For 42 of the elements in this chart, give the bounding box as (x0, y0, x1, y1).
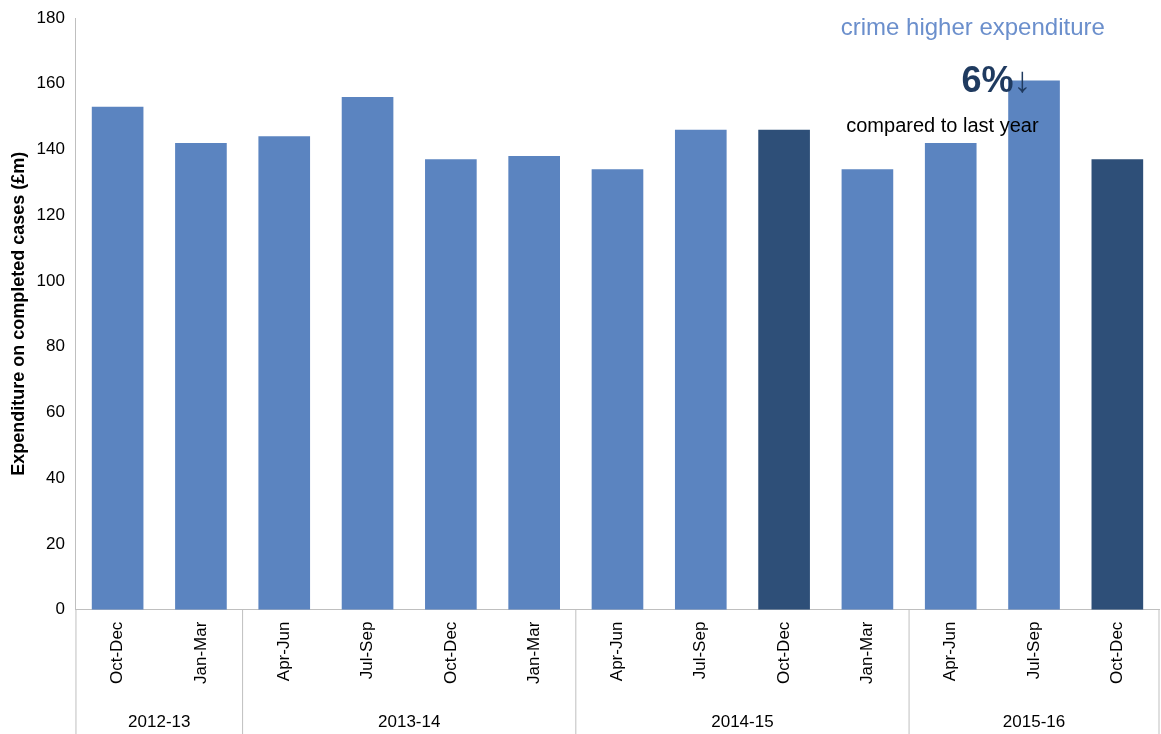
annotation: crime higher expenditure (840, 12, 1105, 40)
y-tick-label: 0 (55, 599, 65, 619)
x-tick-label: Jan-Mar (523, 621, 543, 685)
bar (1091, 159, 1144, 610)
bar (508, 156, 560, 610)
bar (175, 142, 227, 610)
annotation: 6%↓ (961, 58, 1032, 100)
x-tick-label: Jan-Mar (190, 621, 210, 685)
x-tick-label: Jul-Sep (690, 621, 710, 680)
x-tick-label: Oct-Dec (107, 621, 127, 684)
bar (425, 159, 477, 610)
y-tick-label: 80 (46, 336, 65, 356)
y-tick-label: 180 (36, 7, 65, 27)
bar (674, 129, 727, 610)
y-tick-label: 20 (46, 533, 65, 553)
bar (91, 106, 144, 610)
x-tick-label: Jul-Sep (357, 621, 377, 680)
text: 2013-14 (378, 711, 441, 731)
x-tick-label: Oct-Dec (440, 621, 460, 684)
y-tick-label: 140 (36, 139, 65, 159)
bar (591, 169, 644, 610)
x-tick-label: Apr-Jun (940, 621, 960, 682)
bar (924, 142, 977, 610)
y-tick-label: 60 (46, 402, 65, 422)
y-tick-label: 160 (36, 73, 65, 93)
bar (258, 136, 311, 610)
x-tick-label: Apr-Jun (607, 621, 627, 682)
text: 2014-15 (711, 711, 774, 731)
x-tick-label: Apr-Jun (273, 621, 293, 682)
bar (341, 96, 394, 610)
x-tick-label: Oct-Dec (773, 621, 793, 684)
y-tick-label: 120 (36, 204, 65, 224)
x-tick-label: Jul-Sep (1023, 621, 1043, 680)
y-tick-label: 40 (46, 467, 65, 487)
bar (841, 169, 894, 610)
text: 2015-16 (1002, 711, 1066, 731)
x-tick-label: Jan-Mar (857, 621, 877, 685)
bar (758, 129, 810, 610)
y-tick-label: 100 (36, 270, 65, 290)
y-axis-title: Expenditure on completed cases (£m) (7, 151, 28, 476)
x-tick-label: Oct-Dec (1107, 621, 1127, 684)
text: 2012-13 (128, 711, 191, 731)
